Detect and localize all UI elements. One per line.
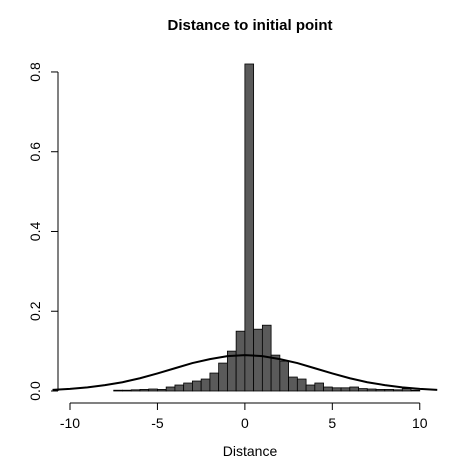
bar [174,384,185,392]
bar [235,330,246,392]
bar [192,380,202,392]
bar [279,360,290,392]
x-tick-label: -10 [60,415,80,431]
x-tick-label: 10 [412,415,428,431]
y-tick-label: 0.6 [27,142,43,162]
bar [375,389,386,392]
bar [122,389,132,392]
bar [288,376,298,392]
bar [157,389,167,392]
bar [393,389,403,392]
density-line [52,354,438,391]
bar [366,388,377,392]
bar [148,388,158,392]
bar [296,378,307,392]
y-tick-label: 0.2 [27,301,43,321]
bar [165,386,176,392]
bar [323,386,333,392]
x-tick-label: 0 [241,415,249,431]
x-tick-label: 5 [328,415,336,431]
bar [244,63,255,392]
bar [358,388,368,392]
bar [139,389,150,392]
bar [253,328,263,392]
bar [218,362,228,392]
bar [349,386,359,392]
bar [209,372,220,392]
bar [305,384,316,392]
x-tick-label: -5 [151,415,164,431]
y-tick-label: 0.4 [27,222,43,242]
bar [331,387,342,392]
bar [384,389,394,392]
y-tick-label: 0.8 [27,62,43,82]
bar [113,389,123,392]
bar [183,382,193,392]
bar [340,387,351,392]
bar [130,389,141,392]
bar [226,350,237,392]
bar [200,378,211,392]
y-tick-label: 0.0 [27,381,43,401]
bar [314,382,324,392]
chart-title: Distance to initial point [167,17,332,34]
bar [270,354,281,392]
bar [410,389,421,392]
x-axis-label: Distance [223,443,278,459]
